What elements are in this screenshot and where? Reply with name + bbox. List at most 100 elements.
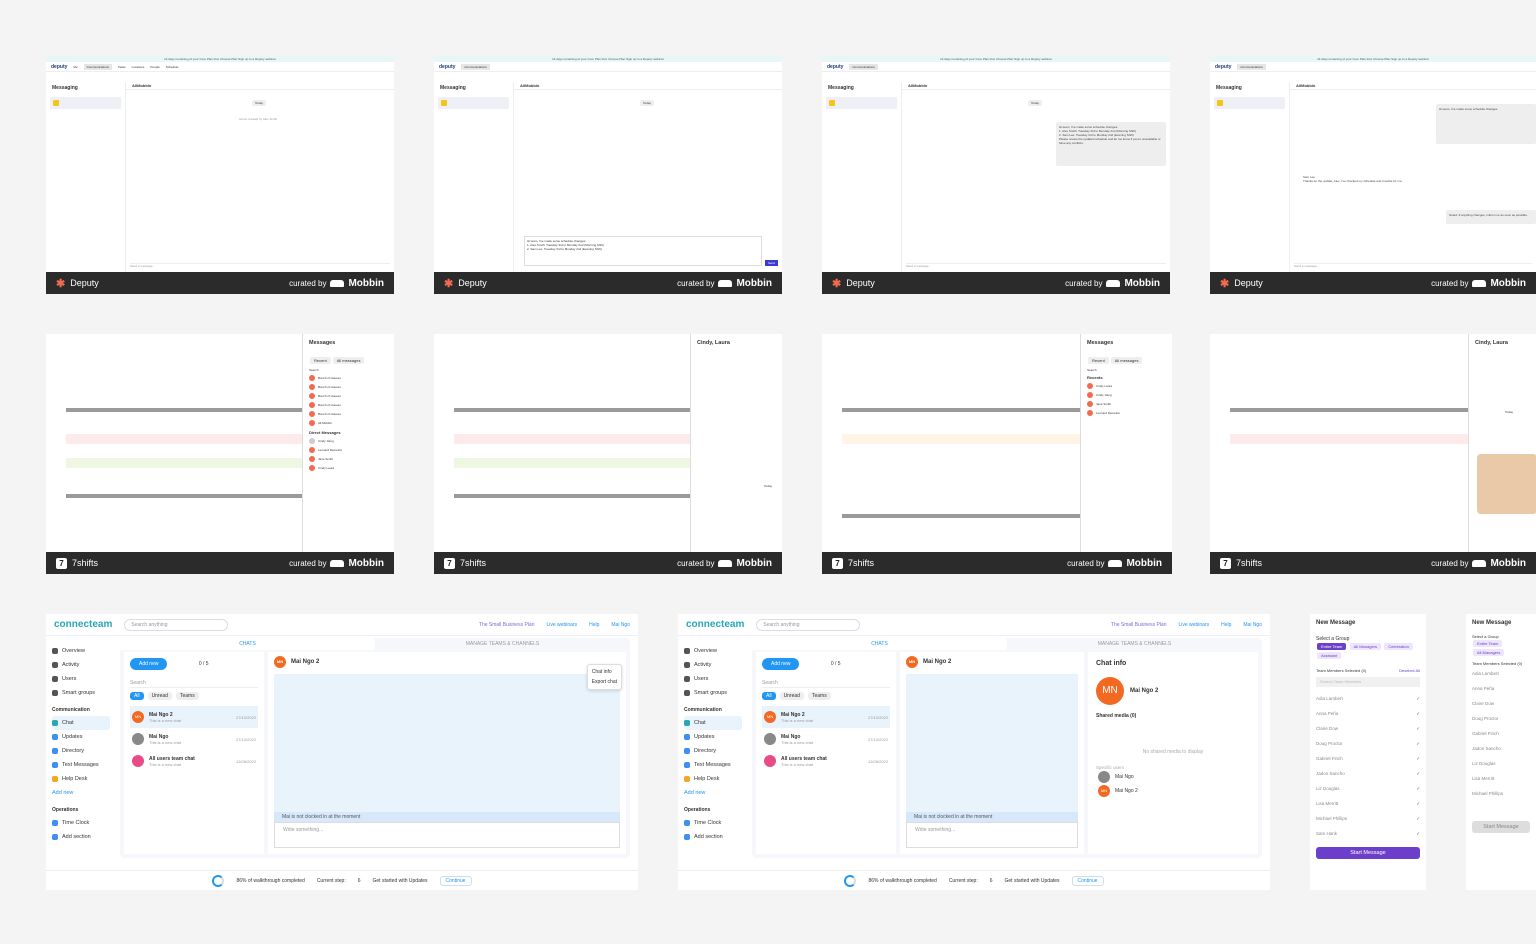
filter-all[interactable]: All	[130, 692, 144, 700]
sidebar-item-updates[interactable]: Updates	[684, 730, 742, 744]
dm-item[interactable]: Jane Smith	[309, 456, 388, 462]
sidebar-item-smart-groups[interactable]: Smart groups	[52, 686, 110, 700]
global-search[interactable]: Search anything	[756, 618, 861, 631]
filter-all[interactable]: All	[762, 692, 776, 700]
group-item[interactable]	[1214, 97, 1285, 109]
member-row[interactable]: Michael Phillips	[1472, 786, 1530, 801]
chat-row[interactable]: Mai Ngo This is a new chat 27/10/2022	[762, 728, 890, 750]
tab-recent[interactable]: Recent	[1088, 357, 1109, 364]
group-chip[interactable]: Celebration	[1384, 643, 1413, 650]
tab-manage[interactable]: MANAGE TEAMS & CHANNELS	[1097, 641, 1172, 647]
filter-unread[interactable]: Unread	[147, 692, 172, 700]
member-row[interactable]: Sam Hank ✓	[1316, 826, 1420, 841]
sidebar-item-updates[interactable]: Updates	[52, 730, 110, 744]
nav-communications[interactable]: Communications	[83, 63, 112, 70]
group-item[interactable]	[826, 97, 897, 109]
chat-search-input[interactable]: Search	[130, 678, 258, 688]
group-chip[interactable]: All Managers	[1349, 643, 1382, 650]
member-row[interactable]: Doug Proctor	[1472, 711, 1530, 726]
location-item[interactable]: Bunch of Houses	[309, 375, 388, 381]
sidebar-item-overview[interactable]: Overview	[684, 644, 742, 658]
connecteam-screen-1[interactable]: connecteam Search anything The Small Bus…	[46, 614, 638, 890]
message-input[interactable]: Write something...	[274, 822, 620, 848]
member-row[interactable]: Claire Dow	[1472, 696, 1530, 711]
member-search-input[interactable]: Search Team Members	[1316, 677, 1420, 687]
message-composer[interactable]: Send a message...	[1294, 263, 1532, 269]
member-row[interactable]: Anna Peña	[1472, 681, 1530, 696]
dm-item[interactable]: Cindy Laura	[309, 465, 388, 471]
group-chip[interactable]: Entire Team	[1317, 643, 1347, 650]
help-menu[interactable]: Help	[1221, 621, 1232, 628]
webinars-link[interactable]: Live webinars	[1178, 621, 1210, 628]
send-button[interactable]: Send	[764, 260, 778, 266]
member-row[interactable]: Liz Douglas	[1472, 756, 1530, 771]
sevenshifts-tile-2[interactable]: Cindy, Laura Today 7 7shifts curated by Mo…	[434, 334, 782, 574]
member-row[interactable]: Michael Phillips ✓	[1316, 811, 1420, 826]
message-composer[interactable]: Send a message...	[906, 263, 1166, 269]
dm-item[interactable]: Cindy Jiang	[309, 438, 388, 444]
help-menu[interactable]: Help	[589, 621, 600, 628]
group-chip[interactable]: Assistant	[1317, 652, 1342, 659]
shared-photo[interactable]	[1477, 454, 1536, 514]
member-row[interactable]: Anna Peña ✓	[1316, 706, 1420, 721]
sidebar-item-users[interactable]: Users	[52, 672, 110, 686]
group-item[interactable]	[438, 97, 509, 109]
location-item[interactable]: Bunch of Houses	[309, 384, 388, 390]
user-menu[interactable]: Mai Ngo	[1243, 621, 1262, 628]
continue-button[interactable]: Continue	[439, 875, 472, 886]
nav-communications[interactable]: Communications	[461, 63, 490, 70]
member-row[interactable]: Lisa Merritt ✓	[1316, 796, 1420, 811]
sidebar-item-chat[interactable]: Chat	[684, 716, 742, 730]
nav-communications[interactable]: Communications	[1237, 63, 1266, 70]
add-new-link[interactable]: Add new	[684, 786, 742, 800]
message-composer[interactable]: Send a message...	[130, 263, 390, 269]
sidebar-item-time-clock[interactable]: Time Clock	[684, 816, 742, 830]
chat-row[interactable]: MN Mai Ngo 2 This is a new chat 27/10/2022	[130, 706, 258, 728]
tab-all[interactable]: All messages	[1110, 357, 1143, 364]
plan-link[interactable]: The Small Business Plan	[1110, 621, 1167, 628]
sidebar-item-smart-groups[interactable]: Smart groups	[684, 686, 742, 700]
member-row[interactable]: Lisa Merritt	[1472, 771, 1530, 786]
location-item[interactable]: Bunch of Houses	[309, 393, 388, 399]
group-chip[interactable]: Entire Team	[1473, 640, 1503, 647]
sevenshifts-tile-1[interactable]: Messages Recent All messages Search Bunch…	[46, 334, 394, 574]
sidebar-item-text-messages[interactable]: Text Messages	[52, 758, 110, 772]
chat-row[interactable]: MN Mai Ngo 2 This is a new chat 27/10/2022	[762, 706, 890, 728]
tab-recent[interactable]: Recent	[310, 357, 331, 364]
nav-schedule[interactable]: Schedule	[165, 64, 179, 69]
deputy-tile-4[interactable]: 14 days remaining of your Core Plan tria…	[1210, 56, 1536, 294]
message-input[interactable]: Write something...	[906, 822, 1078, 848]
member-row[interactable]: Liz Douglas ✓	[1316, 781, 1420, 796]
continue-button[interactable]: Continue	[1071, 875, 1104, 886]
member-row[interactable]: Gabriel Finch	[1472, 726, 1530, 741]
deselect-all-link[interactable]: Deselect All	[1399, 668, 1420, 673]
sidebar-item-overview[interactable]: Overview	[52, 644, 110, 658]
sidebar-item-help-desk[interactable]: Help Desk	[684, 772, 742, 786]
group-chip[interactable]: All Managers	[1473, 649, 1505, 656]
recent-item[interactable]: Leonard Demetrio	[1087, 410, 1166, 416]
add-new-button[interactable]: Add new	[130, 658, 168, 670]
nav-me[interactable]: Me	[73, 64, 78, 69]
group-item[interactable]	[50, 97, 121, 109]
sevenshifts-tile-3[interactable]: Messages Recent All messages Search Recen…	[822, 334, 1172, 574]
start-message-button[interactable]: Start Message	[1316, 847, 1420, 859]
sidebar-item-directory[interactable]: Directory	[52, 744, 110, 758]
chat-row[interactable]: All users team chat This is a new chat 12/…	[762, 750, 890, 772]
sidebar-item-activity[interactable]: Activity	[684, 658, 742, 672]
chat-row[interactable]: Mai Ngo This is a new chat 27/10/2022	[130, 728, 258, 750]
chat-search-input[interactable]: Search	[762, 678, 890, 688]
filter-teams[interactable]: Teams	[175, 692, 199, 700]
member-row[interactable]: Doug Proctor ✓	[1316, 736, 1420, 751]
recent-item[interactable]: Cindy Jiang	[1087, 392, 1166, 398]
nav-tasks[interactable]: Tasks	[117, 64, 126, 69]
member-row[interactable]: Adia Lambert ✓	[1316, 691, 1420, 706]
tab-chats[interactable]: CHATS	[120, 638, 375, 650]
member-row[interactable]: Jadon Sancho ✓	[1316, 766, 1420, 781]
chat-row[interactable]: All users team chat This is a new chat 12/…	[130, 750, 258, 772]
member-row[interactable]: MN Mai Ngo 2	[1096, 784, 1250, 798]
draft-message[interactable]: Hi team, I've made some schedule changes…	[524, 236, 762, 266]
member-row[interactable]: Claire Dow ✓	[1316, 721, 1420, 736]
user-menu[interactable]: Mai Ngo	[611, 621, 630, 628]
sidebar-item-add-section[interactable]: Add section	[684, 830, 742, 844]
sidebar-item-directory[interactable]: Directory	[684, 744, 742, 758]
